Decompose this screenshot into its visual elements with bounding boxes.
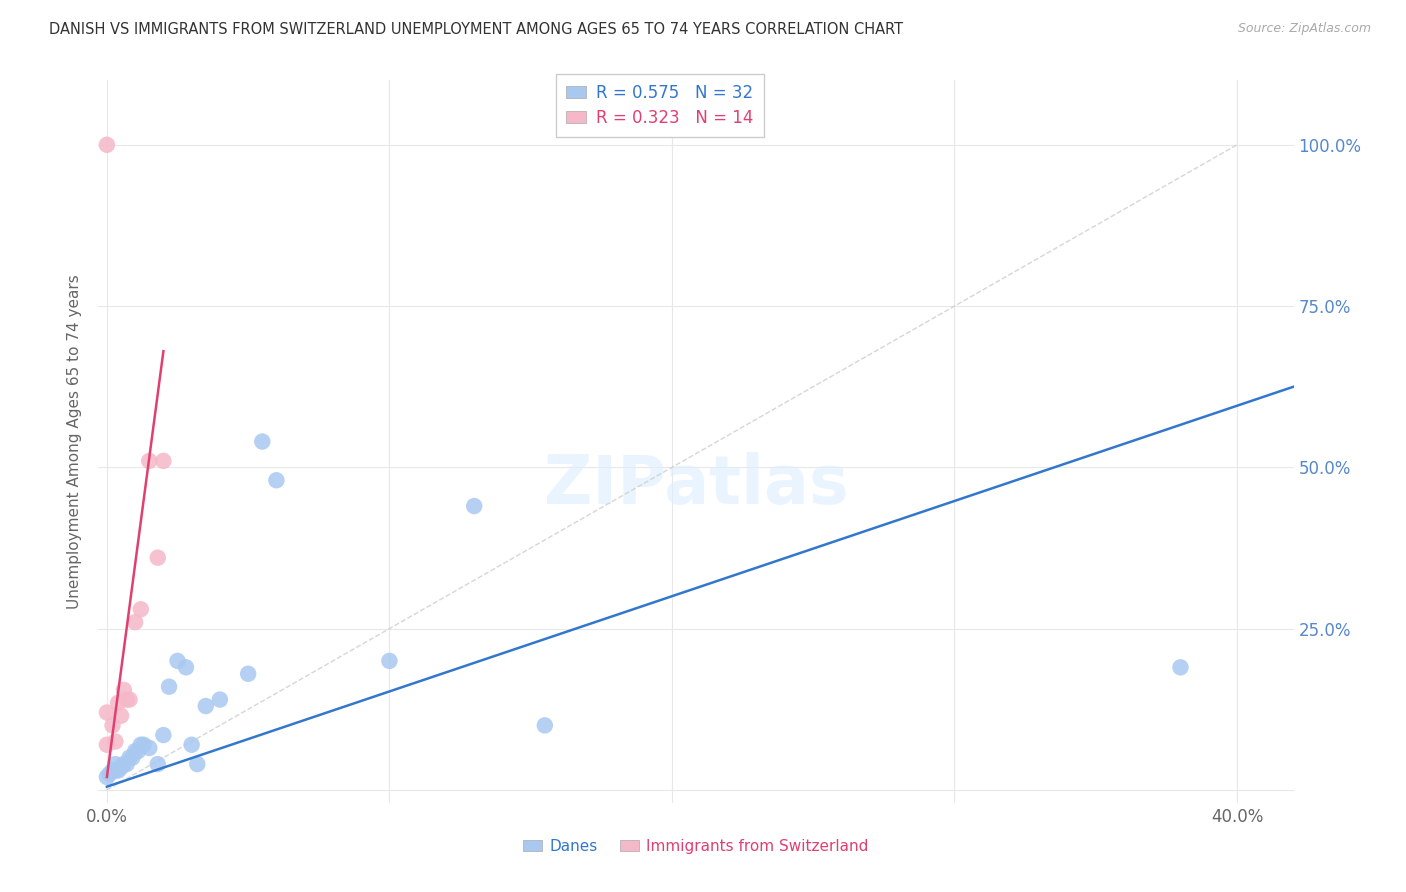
Point	[152, 728, 174, 742]
Point	[96, 738, 118, 752]
Point	[107, 696, 129, 710]
Point	[104, 734, 127, 748]
Point	[104, 764, 127, 778]
Point	[104, 757, 127, 772]
Point	[124, 615, 146, 630]
Point	[112, 757, 135, 772]
Point	[96, 137, 118, 152]
Y-axis label: Unemployment Among Ages 65 to 74 years: Unemployment Among Ages 65 to 74 years	[67, 274, 83, 609]
Point	[110, 708, 132, 723]
Point	[118, 750, 141, 764]
Point	[101, 718, 124, 732]
Point	[132, 738, 155, 752]
Point	[208, 692, 231, 706]
Text: ZIPatlas: ZIPatlas	[544, 452, 848, 518]
Point	[121, 750, 143, 764]
Point	[98, 766, 121, 780]
Point	[180, 738, 202, 752]
Point	[533, 718, 555, 732]
Point	[101, 764, 124, 778]
Point	[194, 699, 217, 714]
Text: DANISH VS IMMIGRANTS FROM SWITZERLAND UNEMPLOYMENT AMONG AGES 65 TO 74 YEARS COR: DANISH VS IMMIGRANTS FROM SWITZERLAND UN…	[49, 22, 903, 37]
Point	[107, 764, 129, 778]
Text: Source: ZipAtlas.com: Source: ZipAtlas.com	[1237, 22, 1371, 36]
Point	[129, 738, 152, 752]
Point	[124, 744, 146, 758]
Point	[463, 499, 485, 513]
Point	[96, 706, 118, 720]
Point	[138, 454, 160, 468]
Point	[378, 654, 401, 668]
Point	[96, 770, 118, 784]
Point	[146, 550, 169, 565]
Point	[110, 760, 132, 774]
Point	[127, 744, 149, 758]
Point	[118, 692, 141, 706]
Point	[115, 757, 138, 772]
Point	[186, 757, 208, 772]
Point	[129, 602, 152, 616]
Point	[266, 473, 288, 487]
Point	[152, 454, 174, 468]
Point	[146, 757, 169, 772]
Point	[174, 660, 197, 674]
Point	[112, 682, 135, 697]
Point	[138, 741, 160, 756]
Legend: Danes, Immigrants from Switzerland: Danes, Immigrants from Switzerland	[517, 833, 875, 860]
Point	[252, 434, 274, 449]
Point	[157, 680, 180, 694]
Point	[1170, 660, 1192, 674]
Point	[115, 692, 138, 706]
Point	[166, 654, 188, 668]
Point	[238, 666, 260, 681]
